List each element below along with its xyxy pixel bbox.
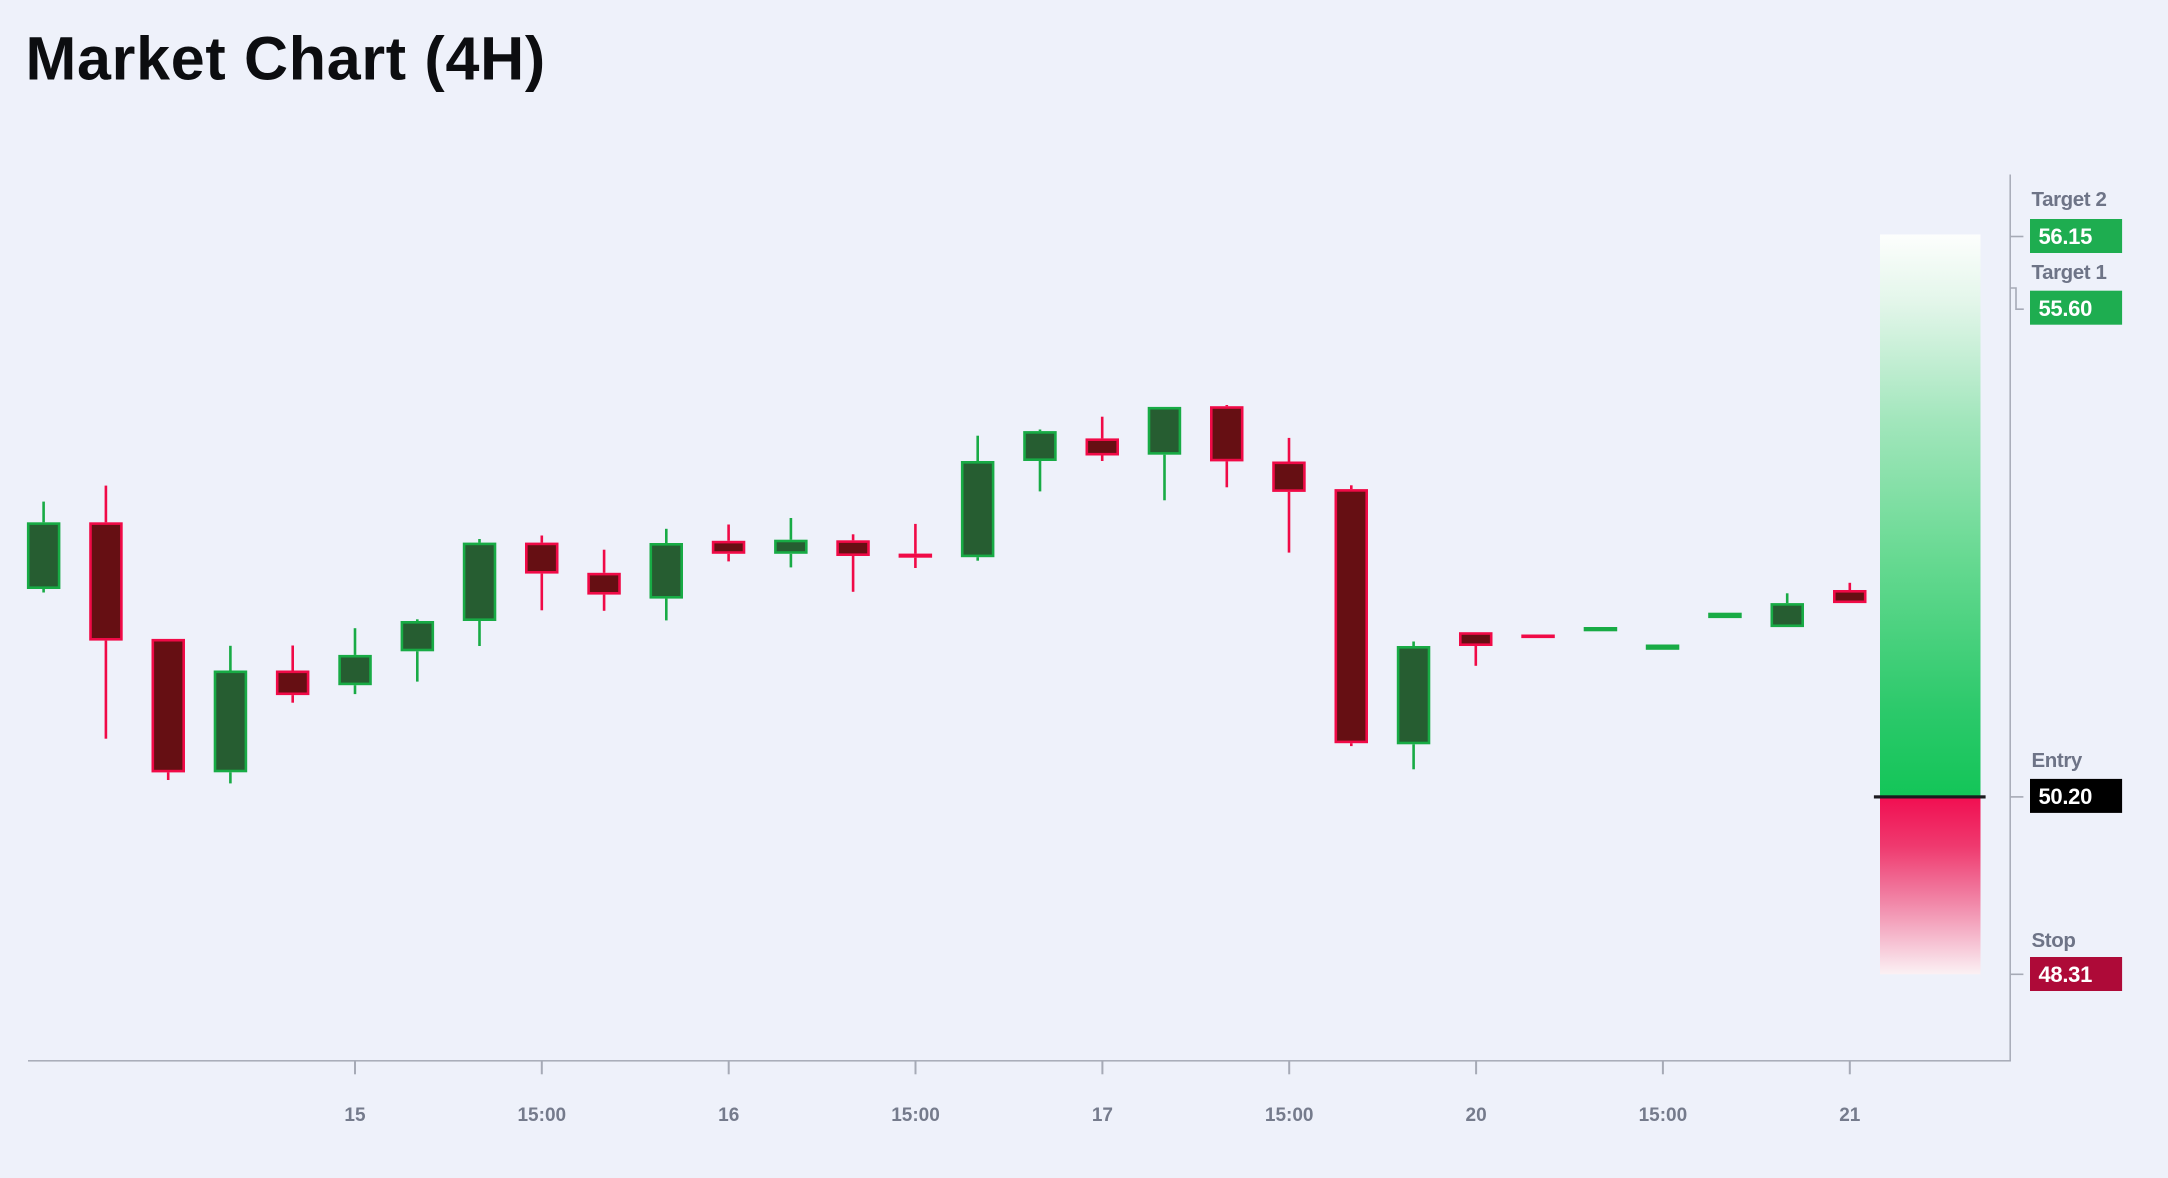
- svg-text:15:00: 15:00: [1265, 1105, 1314, 1126]
- svg-text:50.20: 50.20: [2039, 784, 2093, 809]
- svg-text:17: 17: [1092, 1105, 1113, 1126]
- svg-text:Stop: Stop: [2032, 929, 2076, 952]
- svg-text:Market Chart (4H): Market Chart (4H): [26, 25, 546, 93]
- svg-text:21: 21: [1839, 1105, 1861, 1126]
- svg-text:55.60: 55.60: [2039, 296, 2093, 321]
- svg-text:20: 20: [1466, 1105, 1487, 1126]
- svg-text:15:00: 15:00: [891, 1105, 940, 1126]
- svg-text:Entry: Entry: [2032, 749, 2083, 772]
- svg-text:56.15: 56.15: [2039, 224, 2093, 249]
- svg-text:Target 1: Target 1: [2032, 261, 2107, 284]
- svg-text:15: 15: [344, 1105, 366, 1126]
- svg-text:Target 2: Target 2: [2032, 188, 2107, 211]
- svg-text:16: 16: [718, 1105, 739, 1126]
- svg-text:15:00: 15:00: [517, 1105, 566, 1126]
- svg-text:48.31: 48.31: [2039, 962, 2093, 987]
- svg-text:15:00: 15:00: [1639, 1105, 1688, 1126]
